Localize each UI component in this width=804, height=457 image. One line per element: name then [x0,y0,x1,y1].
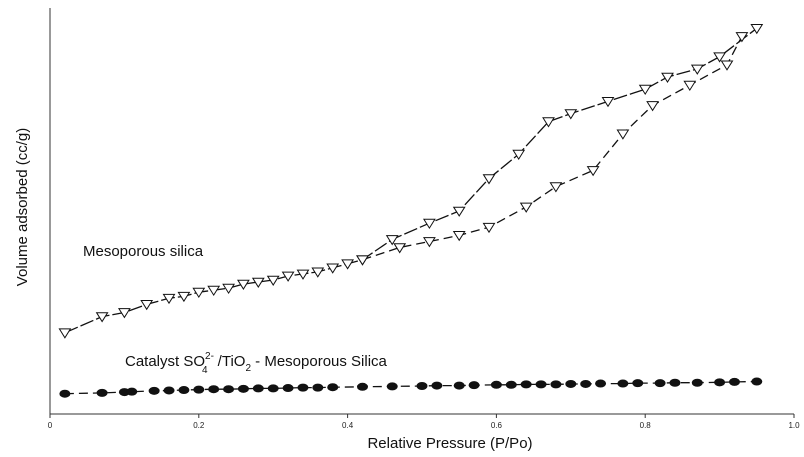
data-point [506,381,517,389]
data-point [327,383,338,391]
data-point [565,110,576,119]
x-tick-label: 0.4 [342,421,354,430]
x-tick-label: 0.2 [193,421,205,430]
data-point [357,383,368,391]
data-point [342,260,353,269]
data-point [617,380,628,388]
data-point [491,381,502,389]
data-point [580,380,591,388]
data-point [59,390,70,398]
x-axis-ticks: 0 0.2 0.4 0.6 0.8 1.0 [48,414,800,430]
x-tick-label: 0.6 [491,421,503,430]
data-point [603,98,614,107]
data-point [751,378,762,386]
series-mesoporous-adsorption [59,25,762,338]
data-point [617,130,628,139]
data-point [387,236,398,245]
series-line [65,28,757,333]
data-point [141,301,152,310]
mesoporous-silica-label: Mesoporous silica [83,243,204,260]
data-point [297,384,308,392]
data-point [193,386,204,394]
x-tick-label: 0.8 [640,421,652,430]
x-axis-title: Relative Pressure (P/Po) [367,435,532,452]
data-point [387,382,398,390]
x-tick-label: 0 [48,421,53,430]
data-point [126,388,137,396]
y-axis-title: Volume adsorbed (cc/g) [14,128,31,286]
data-point [208,385,219,393]
data-point [178,386,189,394]
data-point [595,380,606,388]
data-point [268,384,279,392]
data-point [431,382,442,390]
data-point [357,256,368,265]
data-point [208,286,219,295]
catalyst-label: Catalyst SO2- 4 /TiO2 - Mesoporous Silica [125,351,388,376]
series-catalyst [59,378,762,398]
catalyst-label-suffix: - Mesoporous Silica [251,353,388,370]
catalyst-label-prefix: Catalyst SO [125,353,205,370]
data-point [565,380,576,388]
data-point [223,385,234,393]
data-point [521,380,532,388]
x-tick-label: 1.0 [788,421,800,430]
data-point [550,380,561,388]
data-point [521,203,532,212]
data-point [97,313,108,322]
data-point [684,81,695,90]
data-point [312,384,323,392]
data-point [424,219,435,228]
data-point [424,238,435,247]
series-line [363,36,742,259]
data-point [662,73,673,82]
data-point [164,386,175,394]
data-point [283,384,294,392]
data-point [729,378,740,386]
data-point [632,379,643,387]
data-point [149,387,160,395]
catalyst-label-mid: /TiO [214,353,246,370]
data-point [669,379,680,387]
data-point [722,61,733,70]
data-point [692,379,703,387]
data-point [714,53,725,62]
series-layer [59,25,762,398]
data-point [253,384,264,392]
data-point [238,385,249,393]
data-point [417,382,428,390]
data-point [640,85,651,94]
data-point [454,232,465,241]
data-point [655,379,666,387]
data-point [714,378,725,386]
data-point [647,102,658,111]
data-point [588,167,599,176]
data-point [454,207,465,216]
data-point [469,381,480,389]
data-point [97,389,108,397]
catalyst-label-sub: 4 [202,365,208,376]
data-point [550,183,561,192]
data-point [454,382,465,390]
data-point [59,329,70,338]
data-point [536,380,547,388]
